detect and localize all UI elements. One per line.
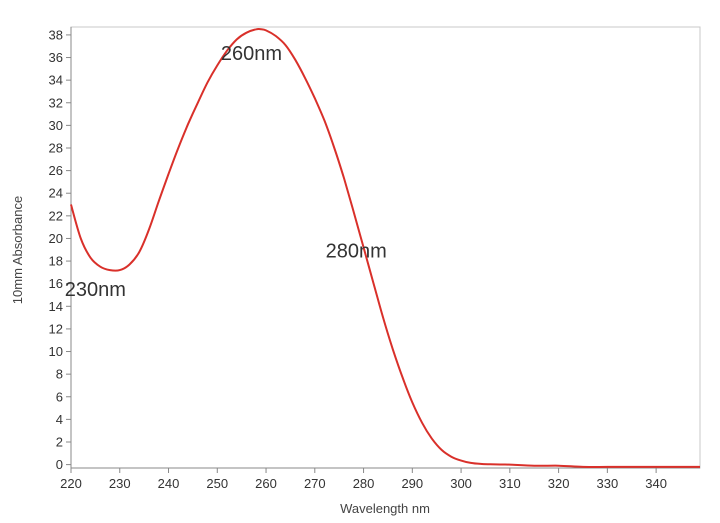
y-tick-label: 22	[49, 208, 63, 223]
x-tick-label: 240	[158, 476, 180, 491]
plot-frame	[70, 26, 701, 469]
y-tick-label: 38	[49, 27, 63, 42]
y-tick-label: 32	[49, 95, 63, 110]
y-tick-label: 34	[49, 73, 63, 88]
y-tick-label: 2	[56, 434, 63, 449]
y-tick-label: 14	[49, 299, 63, 314]
x-tick-label: 320	[548, 476, 570, 491]
absorbance-line	[70, 27, 700, 468]
x-tick-label: 310	[499, 476, 521, 491]
x-tick-label: 300	[450, 476, 472, 491]
annotation-layer: 260nm 280nm 230nm	[65, 43, 387, 301]
y-tick-label: 26	[49, 163, 63, 178]
y-tick-label: 24	[49, 186, 63, 201]
x-tick-label: 330	[597, 476, 619, 491]
y-tick-label: 8	[56, 367, 63, 382]
y-tick-label: 16	[49, 276, 63, 291]
y-axis-title: 10mm Absorbance	[10, 196, 25, 304]
y-tick-label: 10	[49, 344, 63, 359]
y-tick-label: 36	[49, 50, 63, 65]
y-tick-label: 20	[49, 231, 63, 246]
y-tick-label: 18	[49, 254, 63, 269]
x-tick-label: 230	[109, 476, 131, 491]
peak-annotation: 260nm	[221, 43, 282, 65]
x-tick-label: 340	[645, 476, 667, 491]
y-tick-label: 12	[49, 321, 63, 336]
y-tick-label: 6	[56, 389, 63, 404]
peak-annotation: 230nm	[65, 279, 126, 301]
series-layer	[70, 27, 700, 468]
x-axis: 220 230 240 250 260 270 280 290 300 310 320 330 340	[60, 468, 667, 491]
x-axis-title: Wavelength nm	[340, 501, 430, 516]
x-tick-label: 220	[60, 476, 82, 491]
peak-annotation: 280nm	[326, 241, 387, 263]
x-tick-label: 270	[304, 476, 326, 491]
y-tick-label: 0	[56, 457, 63, 472]
y-tick-label: 28	[49, 140, 63, 155]
y-tick-label: 4	[56, 412, 63, 427]
y-tick-label: 30	[49, 118, 63, 133]
x-tick-label: 250	[206, 476, 228, 491]
x-tick-label: 280	[353, 476, 375, 491]
x-tick-label: 260	[255, 476, 277, 491]
x-tick-label: 290	[401, 476, 423, 491]
